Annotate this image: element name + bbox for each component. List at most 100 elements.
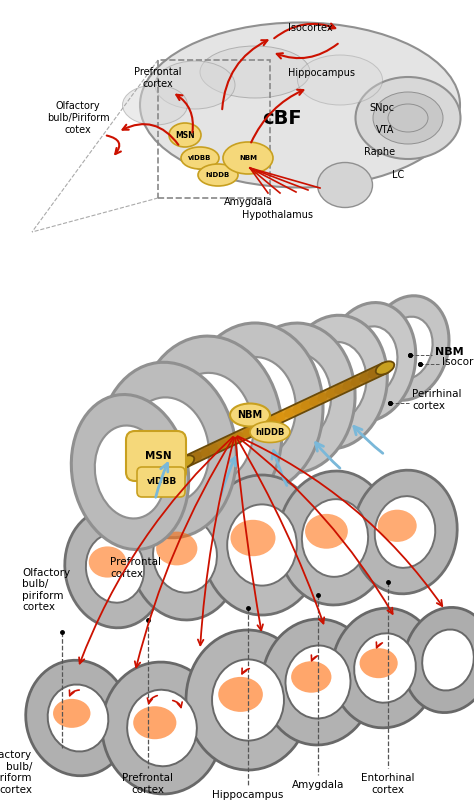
Ellipse shape xyxy=(259,416,278,430)
Ellipse shape xyxy=(127,397,209,502)
Ellipse shape xyxy=(176,455,194,468)
Text: Perirhinal
cortex: Perirhinal cortex xyxy=(412,389,462,411)
Ellipse shape xyxy=(95,426,165,519)
Text: VTA: VTA xyxy=(376,125,394,135)
Ellipse shape xyxy=(375,496,435,568)
Ellipse shape xyxy=(214,357,296,459)
Ellipse shape xyxy=(122,85,188,125)
Ellipse shape xyxy=(373,92,443,144)
Ellipse shape xyxy=(218,677,263,712)
Ellipse shape xyxy=(242,424,261,438)
Ellipse shape xyxy=(324,303,416,421)
Ellipse shape xyxy=(234,428,253,441)
Text: MSN: MSN xyxy=(175,130,195,139)
Ellipse shape xyxy=(378,510,417,542)
Ellipse shape xyxy=(138,336,282,520)
Ellipse shape xyxy=(388,104,428,132)
Text: Prefrontal
cortex: Prefrontal cortex xyxy=(122,773,173,794)
Ellipse shape xyxy=(351,373,369,387)
Ellipse shape xyxy=(140,23,460,188)
Ellipse shape xyxy=(309,392,328,406)
Text: cBF: cBF xyxy=(262,108,302,128)
Ellipse shape xyxy=(250,421,290,443)
Ellipse shape xyxy=(318,389,336,402)
Ellipse shape xyxy=(334,381,353,394)
Ellipse shape xyxy=(86,533,144,603)
Ellipse shape xyxy=(230,520,275,557)
Text: LC: LC xyxy=(392,170,404,180)
Text: MSN: MSN xyxy=(145,451,171,461)
Text: Prefrontal
cortex: Prefrontal cortex xyxy=(110,557,161,578)
Ellipse shape xyxy=(155,61,235,109)
Ellipse shape xyxy=(226,432,244,445)
Ellipse shape xyxy=(291,661,331,693)
Ellipse shape xyxy=(53,699,91,728)
Ellipse shape xyxy=(230,404,270,426)
FancyBboxPatch shape xyxy=(126,431,186,481)
Ellipse shape xyxy=(26,660,130,776)
Ellipse shape xyxy=(360,648,398,678)
Ellipse shape xyxy=(383,316,433,379)
Ellipse shape xyxy=(251,420,269,434)
Ellipse shape xyxy=(223,142,273,174)
Text: NBM: NBM xyxy=(435,347,464,357)
Ellipse shape xyxy=(227,504,297,586)
Ellipse shape xyxy=(153,517,217,593)
Ellipse shape xyxy=(127,690,197,766)
Ellipse shape xyxy=(202,475,322,615)
Ellipse shape xyxy=(285,646,350,718)
Ellipse shape xyxy=(169,123,201,147)
Text: Amygdala: Amygdala xyxy=(224,197,273,207)
Text: Isocortex: Isocortex xyxy=(442,357,474,367)
Ellipse shape xyxy=(353,470,457,594)
Ellipse shape xyxy=(212,659,284,740)
Ellipse shape xyxy=(65,508,165,628)
Text: Raphe: Raphe xyxy=(365,147,396,157)
Text: Hippocampus: Hippocampus xyxy=(289,68,356,78)
Ellipse shape xyxy=(305,514,348,549)
Ellipse shape xyxy=(376,362,394,375)
Ellipse shape xyxy=(342,377,361,391)
Ellipse shape xyxy=(354,633,416,703)
Ellipse shape xyxy=(343,326,398,398)
Ellipse shape xyxy=(102,662,222,794)
Ellipse shape xyxy=(283,316,387,449)
Ellipse shape xyxy=(318,163,373,207)
Ellipse shape xyxy=(292,400,311,414)
Text: Isocortex: Isocortex xyxy=(288,23,332,33)
Text: Hippocampus: Hippocampus xyxy=(212,790,283,800)
Text: NBM: NBM xyxy=(237,410,263,420)
Ellipse shape xyxy=(133,706,176,739)
Text: hIDDB: hIDDB xyxy=(255,427,285,437)
Ellipse shape xyxy=(181,147,219,169)
Ellipse shape xyxy=(367,296,449,400)
Text: SNpc: SNpc xyxy=(369,103,394,113)
Ellipse shape xyxy=(356,77,461,159)
Ellipse shape xyxy=(298,55,383,105)
Ellipse shape xyxy=(192,447,211,461)
Text: Olfactory
bulb/Piriform
cotex: Olfactory bulb/Piriform cotex xyxy=(46,101,109,134)
Ellipse shape xyxy=(422,629,474,691)
Ellipse shape xyxy=(235,323,355,473)
Ellipse shape xyxy=(167,373,253,483)
Ellipse shape xyxy=(130,490,240,620)
Ellipse shape xyxy=(198,164,238,186)
Text: vlDBB: vlDBB xyxy=(188,155,212,161)
Ellipse shape xyxy=(301,396,319,410)
Text: Hypothalamus: Hypothalamus xyxy=(243,210,313,220)
Ellipse shape xyxy=(359,369,378,383)
Text: Olfactory
bulb/
piriform
cortex: Olfactory bulb/ piriform cortex xyxy=(0,750,32,794)
Ellipse shape xyxy=(200,46,310,98)
Ellipse shape xyxy=(186,630,310,770)
Ellipse shape xyxy=(218,436,236,449)
Ellipse shape xyxy=(326,385,344,398)
Ellipse shape xyxy=(262,619,374,745)
Ellipse shape xyxy=(259,353,331,443)
Text: NBM: NBM xyxy=(239,155,257,161)
Text: Prefrontal
cortex: Prefrontal cortex xyxy=(134,67,182,89)
Ellipse shape xyxy=(276,409,294,421)
Text: hIDDB: hIDDB xyxy=(206,172,230,178)
Ellipse shape xyxy=(267,413,286,426)
Text: vlDBB: vlDBB xyxy=(147,477,177,485)
Text: Amygdala: Amygdala xyxy=(292,780,344,790)
